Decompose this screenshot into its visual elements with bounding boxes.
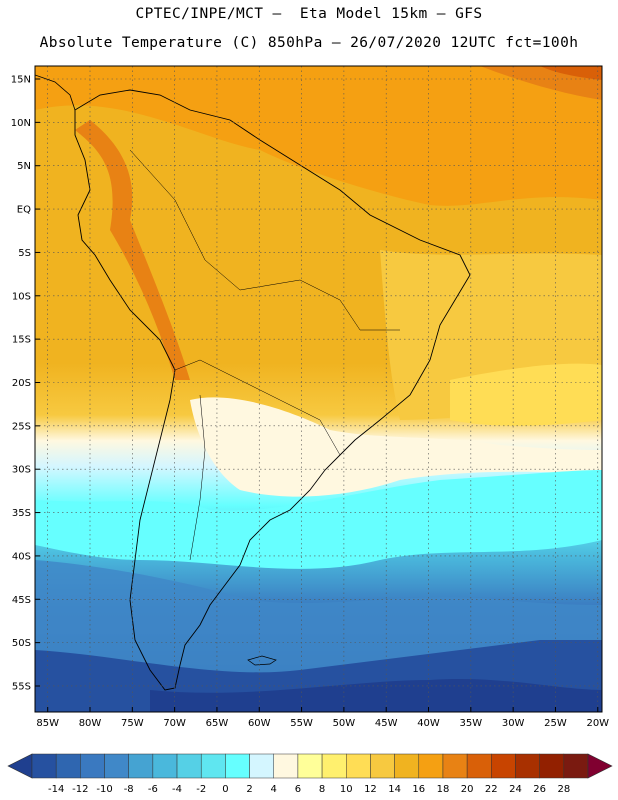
lon-label: 60W [248,718,271,729]
colorbar-label: 10 [340,784,353,795]
colorbar-swatch [321,753,347,779]
colorbar-label: -10 [96,784,112,795]
colorbar-swatch [273,753,299,779]
colorbar-label: 4 [271,784,277,795]
colorbar-swatch [31,753,57,779]
lat-label: 25S [12,421,31,432]
colorbar-label: -6 [148,784,158,795]
colorbar-swatch [200,753,226,779]
colorbar-min-arrow [7,753,33,779]
colorbar-swatch [80,753,105,779]
andes-warm-strip [75,120,190,380]
colorbar-swatch [249,753,274,779]
transition-zone [190,397,602,497]
lat-label: 15S [12,335,31,346]
colorbar [7,753,613,779]
colorbar-labels: -14 -12 -10 -8 -6 -4 -2 0 2 4 6 8 10 12 14 16 18 20 22 24 26… [48,784,570,795]
lat-label: 5N [17,161,31,172]
lon-label: 40W [417,718,440,729]
colorbar-swatch [466,753,492,779]
colorbar-label: 24 [509,784,522,795]
lon-label: 45W [375,718,398,729]
plot-frame [34,65,603,713]
colorbar-label: 12 [364,784,377,795]
lat-label: 45S [12,595,31,606]
lon-label: 50W [333,718,356,729]
colorbar-swatch [346,753,371,779]
falkland-islands [247,655,277,666]
colorbar-label: -12 [72,784,88,795]
colorbar-label: 16 [412,784,425,795]
lat-label: 55S [12,681,31,692]
colorbar-label: 26 [533,784,546,795]
colorbar-swatch [370,753,395,779]
cold-zone-cyan [35,470,602,569]
colorbar-swatch [394,753,420,779]
colorbar-label: 14 [388,784,401,795]
central-america-coastline [35,74,76,111]
colorbar-max-arrow [587,753,613,779]
hot-spot-northeast [540,66,602,80]
colorbar-swatch [55,753,81,779]
colorbar-swatch [539,753,565,779]
lat-label: 40S [12,551,31,562]
colorbar-swatch [152,753,178,779]
colorbar-swatch [225,753,250,779]
lon-label: 30W [502,718,525,729]
lon-label: 55W [290,718,313,729]
lat-label: 10S [12,291,31,302]
coldest-zone [150,678,602,712]
temperature-field [35,66,602,712]
colorbar-label: -4 [172,784,182,795]
colorbar-swatch [104,753,129,779]
graticule [35,66,602,712]
lon-label: 65W [206,718,229,729]
lat-label: 20S [12,378,31,389]
colorbar-label: 6 [295,784,301,795]
lat-label: 15N [11,75,31,86]
internal-border-north [129,149,400,331]
longitude-labels: 85W 80W 75W 70W 65W 60W 55W 50W 45W 40W 35W 30W 25W 2… [36,718,609,729]
lat-label: 35S [12,508,31,519]
lat-label: 5S [18,248,31,259]
colorbar-swatch [515,753,540,779]
andes-border [189,394,206,561]
colorbar-label: -2 [196,784,206,795]
lon-label: 70W [163,718,186,729]
map-title-line-2: Absolute Temperature (C) 850hPa — 26/07/… [39,35,579,51]
lon-label: 85W [36,718,59,729]
mild-band-east [450,363,602,426]
colorbar-label: 18 [437,784,450,795]
colorbar-swatch [176,753,202,779]
lat-label: 30S [12,465,31,476]
lon-label: 20W [586,718,609,729]
lon-label: 80W [79,718,102,729]
colorbar-swatch [563,753,589,779]
colorbar-label: 0 [222,784,228,795]
colorbar-swatch [128,753,154,779]
lon-label: 35W [460,718,483,729]
colorbar-label: -8 [124,784,134,795]
lat-label: 10N [11,118,31,129]
latitude-labels: 15N 10N 5N EQ 5S 10S 15S 20S 25S 30S 35S 40S 45S 50S 5… [11,75,31,693]
colorbar-swatch [297,753,323,779]
colorbar-label: 8 [319,784,325,795]
lat-label: EQ [17,205,31,216]
lat-label: 50S [12,638,31,649]
warm-region-north [35,66,602,206]
colorbar-label: 2 [246,784,252,795]
colorbar-label: 22 [485,784,498,795]
lon-label: 25W [544,718,567,729]
map-title-line-1: CPTEC/INPE/MCT — Eta Model 15km — GFS [135,6,483,22]
colorbar-swatch [418,753,444,779]
south-america-coastline [74,89,471,691]
colorbar-swatch [491,753,516,779]
colorbar-label: 28 [557,784,570,795]
colorbar-swatch [442,753,468,779]
lon-label: 75W [121,718,144,729]
colorbar-label: -14 [48,784,64,795]
colorbar-label: 20 [461,784,474,795]
